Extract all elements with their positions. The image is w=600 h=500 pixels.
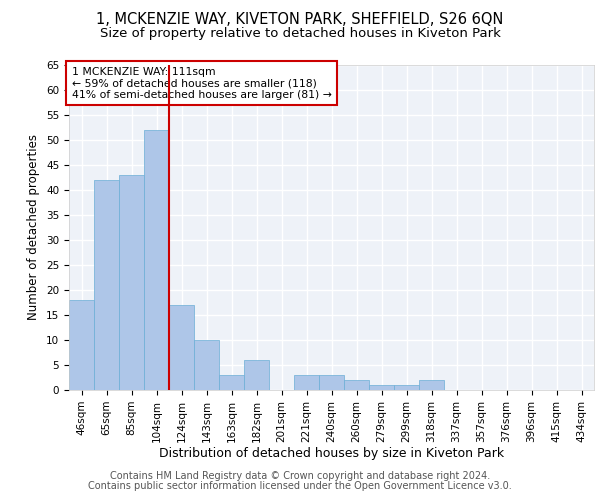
Bar	[319, 375, 344, 390]
Bar	[119, 175, 144, 390]
Text: 1 MCKENZIE WAY: 111sqm
← 59% of detached houses are smaller (118)
41% of semi-de: 1 MCKENZIE WAY: 111sqm ← 59% of detached…	[71, 66, 331, 100]
Bar	[219, 375, 244, 390]
Text: Size of property relative to detached houses in Kiveton Park: Size of property relative to detached ho…	[100, 28, 500, 40]
Text: 1, MCKENZIE WAY, KIVETON PARK, SHEFFIELD, S26 6QN: 1, MCKENZIE WAY, KIVETON PARK, SHEFFIELD…	[97, 12, 503, 28]
Bar	[69, 300, 94, 390]
Bar	[94, 180, 119, 390]
Bar	[344, 380, 369, 390]
Bar	[144, 130, 169, 390]
Bar	[294, 375, 319, 390]
Bar	[244, 360, 269, 390]
X-axis label: Distribution of detached houses by size in Kiveton Park: Distribution of detached houses by size …	[159, 448, 504, 460]
Bar	[394, 385, 419, 390]
Bar	[369, 385, 394, 390]
Text: Contains public sector information licensed under the Open Government Licence v3: Contains public sector information licen…	[88, 481, 512, 491]
Y-axis label: Number of detached properties: Number of detached properties	[28, 134, 40, 320]
Bar	[194, 340, 219, 390]
Text: Contains HM Land Registry data © Crown copyright and database right 2024.: Contains HM Land Registry data © Crown c…	[110, 471, 490, 481]
Bar	[169, 305, 194, 390]
Bar	[419, 380, 444, 390]
